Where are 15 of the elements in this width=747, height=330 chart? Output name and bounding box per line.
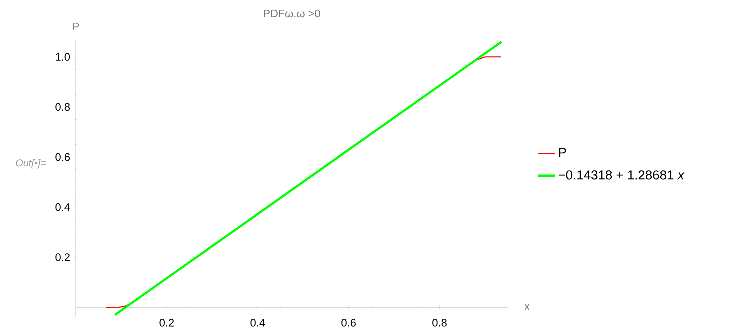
y-tick-label: 0.2 <box>56 254 70 262</box>
chart-title: PDFω.ω >0 <box>264 10 320 18</box>
x-axis-title: x <box>524 304 530 310</box>
x-tick-label: 0.2 <box>160 319 174 327</box>
y-tick-label: 0.4 <box>56 203 70 212</box>
x-tick-label: 0.8 <box>432 319 447 327</box>
y-tick-label: 0.8 <box>56 103 70 112</box>
legend-label: P <box>559 148 566 158</box>
x-tick-label: 0.6 <box>342 319 356 327</box>
x-tick-label: 0.4 <box>250 319 266 327</box>
y-tick-label: 1.0 <box>56 53 70 61</box>
text: Out[•]= <box>16 159 46 169</box>
y-axis-title: P <box>73 22 80 30</box>
y-tick-label: 0.6 <box>56 153 70 162</box>
legend-label: −0.14318 + 1.28681 x <box>558 170 685 180</box>
